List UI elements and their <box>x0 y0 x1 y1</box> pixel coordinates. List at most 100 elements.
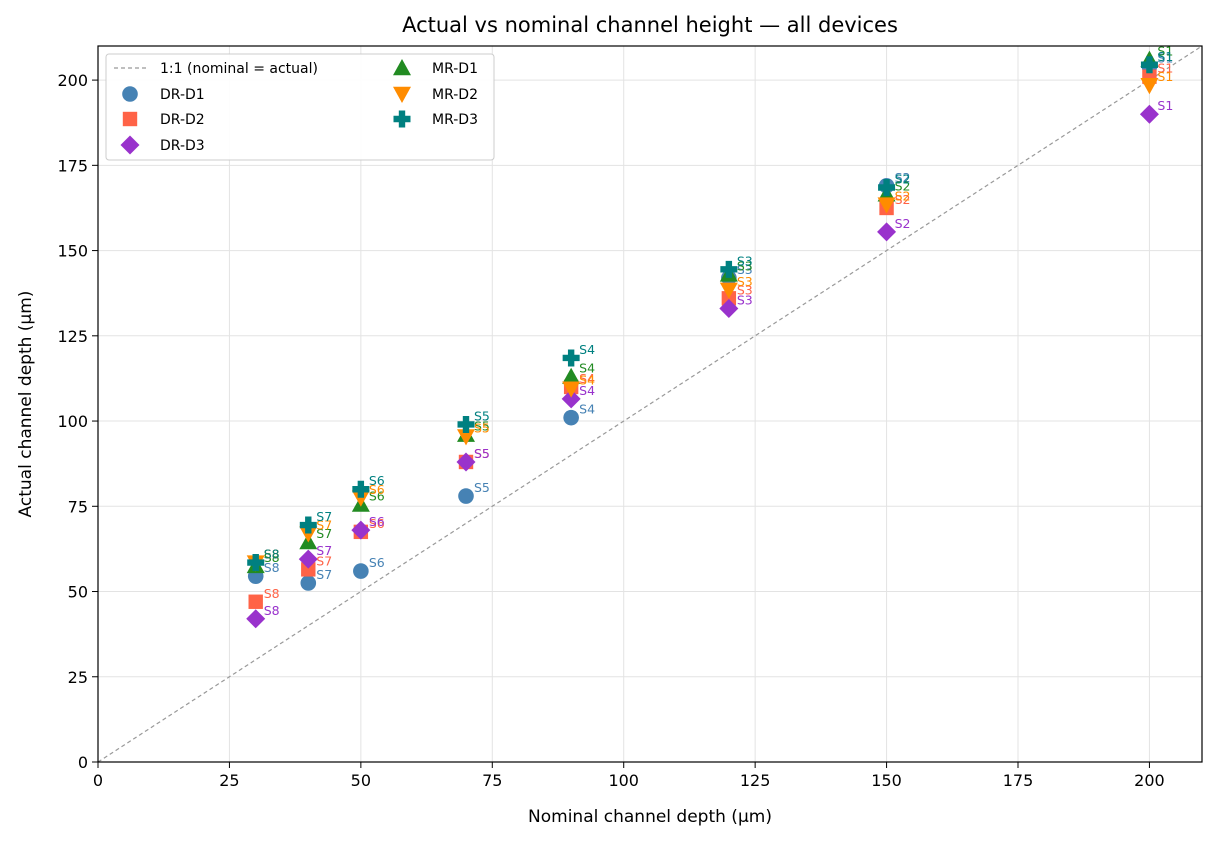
legend-item: DR-D1 <box>122 86 205 103</box>
point-label: S5 <box>474 480 490 495</box>
point-label: S5 <box>474 446 490 461</box>
data-point <box>300 575 317 591</box>
point-label: S8 <box>264 603 280 618</box>
reference-line <box>97 45 1203 763</box>
point-label: S4 <box>579 373 595 388</box>
data-point <box>352 480 370 498</box>
x-tick-label: 175 <box>1003 771 1034 790</box>
data-point <box>720 260 738 278</box>
legend-item: MR-D3 <box>393 110 478 128</box>
x-tick-label: 50 <box>351 771 371 790</box>
point-label: S1 <box>1157 50 1173 65</box>
data-point <box>878 178 896 196</box>
data-point <box>877 197 896 214</box>
legend-label: MR-D1 <box>432 61 478 77</box>
data-point <box>563 409 579 426</box>
point-label: S1 <box>1157 98 1173 113</box>
point-label: S3 <box>737 274 753 289</box>
y-axis-label: Actual channel depth (µm) <box>16 291 36 518</box>
y-tick-label: 175 <box>57 156 88 175</box>
point-label: S6 <box>369 489 385 504</box>
legend: 1:1 (nominal = actual) DR-D1 DR-D2 DR-D3 MR-… <box>105 53 495 161</box>
x-tick-label: 75 <box>482 771 502 790</box>
data-point <box>457 429 475 446</box>
point-label: S2 <box>895 171 911 186</box>
y-tick-label: 200 <box>57 71 88 90</box>
data-point <box>456 452 476 472</box>
point-label: S1 <box>1157 61 1173 76</box>
x-tick-label: 150 <box>871 771 902 790</box>
data-point <box>247 554 265 572</box>
point-label: S2 <box>895 178 911 193</box>
data-point <box>1139 104 1159 124</box>
point-label: S7 <box>316 567 332 582</box>
y-tick-label: 0 <box>78 753 88 772</box>
point-label: S3 <box>737 282 753 297</box>
legend-swatch <box>122 111 138 127</box>
data-point <box>299 516 317 534</box>
point-label: S8 <box>264 560 280 575</box>
point-label: S3 <box>737 293 753 308</box>
point-label: S5 <box>474 446 490 461</box>
data-point <box>299 526 318 543</box>
y-tick-label: 50 <box>68 583 88 602</box>
data-point <box>1140 56 1158 74</box>
point-label: S7 <box>316 518 332 533</box>
legend-item: MR-D2 <box>393 86 478 103</box>
legend-label: MR-D2 <box>432 87 478 103</box>
data-point <box>719 282 738 299</box>
data-point <box>246 609 266 629</box>
point-label: S2 <box>895 216 911 231</box>
legend-label: DR-D3 <box>160 138 205 154</box>
data-point <box>1140 78 1159 95</box>
y-tick-label: 125 <box>57 327 88 346</box>
y-tick-label: 150 <box>57 242 88 261</box>
data-point <box>301 562 316 577</box>
point-label: S4 <box>579 383 595 398</box>
data-point <box>351 520 371 540</box>
plot-frame <box>97 45 1203 763</box>
legend-label: DR-D2 <box>160 112 205 128</box>
reference-line-group <box>97 45 1203 763</box>
point-label: S4 <box>579 361 595 376</box>
data-points <box>246 50 1159 629</box>
data-point <box>248 594 263 609</box>
point-label: S6 <box>369 473 385 488</box>
point-label: S6 <box>369 555 385 570</box>
point-label: S1 <box>1157 69 1173 84</box>
point-label: S1 <box>1157 49 1173 64</box>
point-label: S7 <box>316 509 332 524</box>
legend-item: DR-D3 <box>120 135 205 155</box>
chart-title: Actual vs nominal channel height — all d… <box>402 13 898 37</box>
point-label: S1 <box>1157 44 1173 59</box>
legend-swatch <box>393 110 411 128</box>
point-label: S4 <box>579 402 595 417</box>
point-label: S3 <box>737 262 753 277</box>
legend-label: DR-D1 <box>160 87 205 103</box>
data-point <box>298 549 318 569</box>
point-label: S7 <box>316 526 332 541</box>
x-tick-label: 25 <box>219 771 239 790</box>
point-label: S2 <box>895 189 911 204</box>
legend-swatch <box>122 86 138 102</box>
data-point <box>562 367 581 384</box>
point-label: S4 <box>579 342 595 357</box>
series-mr-d3 <box>247 56 1158 572</box>
point-label: S8 <box>264 586 280 601</box>
point-label: S5 <box>474 420 490 435</box>
point-label: S8 <box>264 547 280 562</box>
axes: 0 25 50 75 100 125 150 175 200 0 25 50 75 100 125 150 17… <box>57 71 1164 790</box>
point-label: S3 <box>737 258 753 273</box>
point-label: S4 <box>579 371 595 386</box>
point-label: S5 <box>474 419 490 434</box>
series-dr-d3 <box>246 104 1159 629</box>
data-point <box>562 381 581 398</box>
series-mr-d2 <box>246 78 1159 572</box>
point-label: S7 <box>316 543 332 558</box>
legend-swatch <box>120 135 140 155</box>
point-label: S2 <box>895 170 911 185</box>
legend-swatch <box>393 86 411 103</box>
x-tick-label: 125 <box>740 771 771 790</box>
